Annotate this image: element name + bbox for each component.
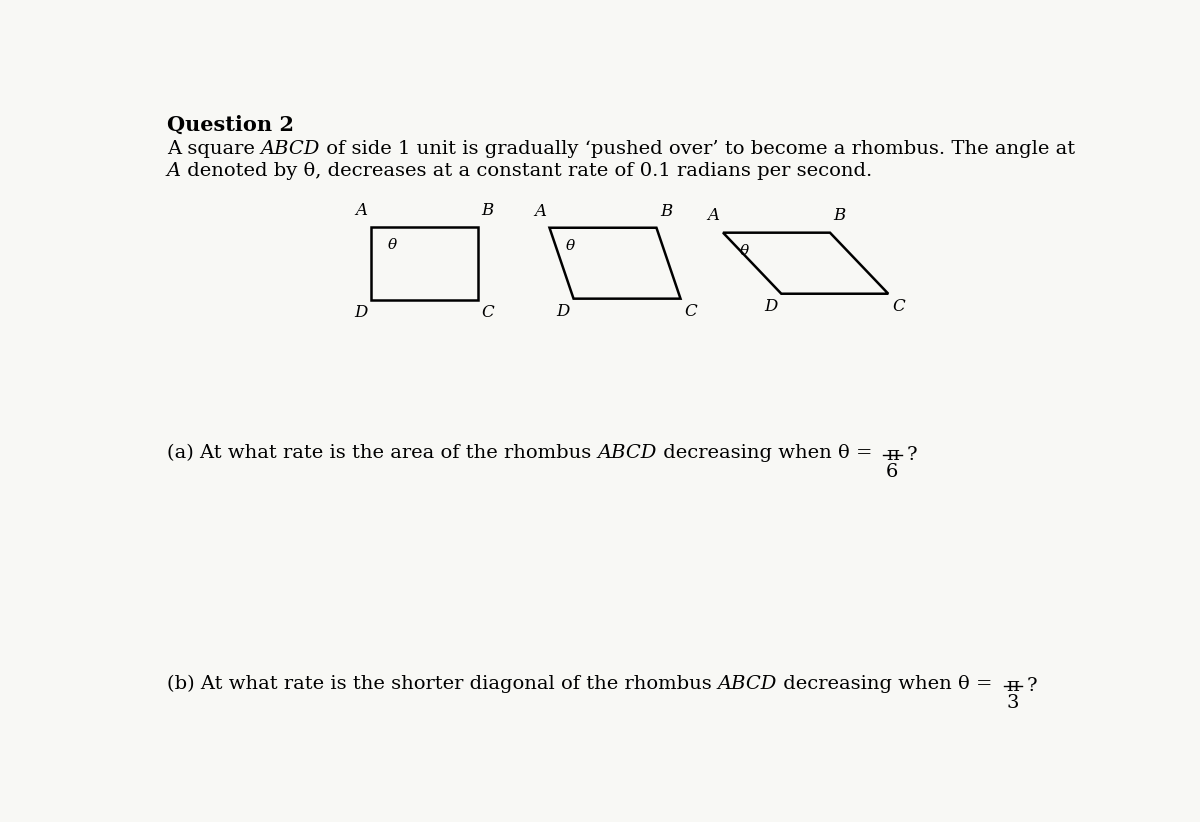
- Text: Question 2: Question 2: [167, 114, 294, 135]
- Text: D: D: [557, 302, 570, 320]
- Text: B: B: [660, 202, 672, 219]
- Text: C: C: [481, 303, 494, 321]
- Text: denoted by θ, decreases at a constant rate of 0.1 radians per second.: denoted by θ, decreases at a constant ra…: [181, 162, 872, 180]
- Text: ?: ?: [1027, 677, 1037, 695]
- Text: A: A: [355, 201, 367, 219]
- Text: decreasing when θ =: decreasing when θ =: [656, 444, 878, 462]
- Text: (a) At what rate is the area of the rhombus: (a) At what rate is the area of the rhom…: [167, 444, 598, 462]
- Text: ABCD: ABCD: [598, 444, 656, 462]
- Text: 3: 3: [1007, 694, 1019, 712]
- Text: 6: 6: [886, 463, 899, 481]
- Text: of side 1 unit is gradually ‘pushed over’ to become a rhombus. The angle at: of side 1 unit is gradually ‘pushed over…: [320, 140, 1075, 158]
- Text: A: A: [708, 207, 720, 224]
- Text: decreasing when θ =: decreasing when θ =: [778, 675, 998, 693]
- Text: (b) At what rate is the shorter diagonal of the rhombus: (b) At what rate is the shorter diagonal…: [167, 675, 718, 693]
- Text: B: B: [481, 201, 493, 219]
- Text: ?: ?: [906, 446, 917, 464]
- Text: ABCD: ABCD: [260, 140, 320, 158]
- Text: C: C: [892, 298, 905, 315]
- Text: ABCD: ABCD: [718, 675, 778, 693]
- Text: θ: θ: [739, 244, 749, 258]
- Text: A: A: [167, 162, 181, 180]
- Text: A square: A square: [167, 140, 260, 158]
- Text: π: π: [1007, 677, 1019, 695]
- Text: A: A: [534, 202, 546, 219]
- Text: D: D: [764, 298, 778, 315]
- Text: π: π: [886, 446, 899, 464]
- Text: θ: θ: [388, 238, 397, 252]
- Text: C: C: [684, 302, 697, 320]
- Text: B: B: [834, 207, 846, 224]
- Text: θ: θ: [566, 239, 575, 253]
- Text: D: D: [354, 303, 367, 321]
